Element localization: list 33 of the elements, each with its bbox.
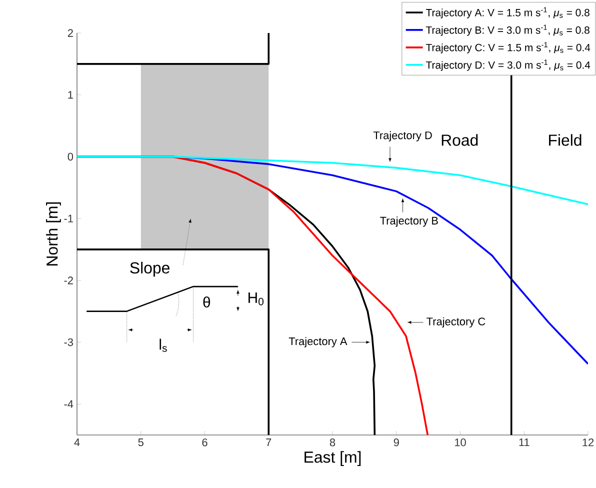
annotation: θ xyxy=(203,296,210,308)
y-tick-label: 2 xyxy=(68,29,73,37)
y-tick-label: -2 xyxy=(64,276,73,284)
x-tick-label: 11 xyxy=(519,438,530,446)
legend-label: Trajectory D: V = 3.0 m s$^{-1}$, μ$_{s}$ = 0.4 xyxy=(426,60,590,71)
annotation: Trajectory C xyxy=(426,317,486,328)
x-tick-label: 7 xyxy=(266,438,272,446)
line-series xyxy=(77,156,588,206)
annotation: Trajectory A xyxy=(288,337,348,348)
annotation: H$_{0}$ xyxy=(248,292,264,306)
y-axis-title: North [m] xyxy=(46,202,61,266)
annotation: Road xyxy=(442,134,478,146)
y-tick-label: 0 xyxy=(68,152,74,161)
x-tick-label: 8 xyxy=(330,438,336,446)
x-tick-label: 4 xyxy=(74,438,80,446)
annotation: Trajectory B xyxy=(380,216,438,227)
legend-label: Trajectory A: V = 1.5 m s$^{-1}$, μ$_{s}$ = 0.8 xyxy=(426,7,590,18)
legend-label: Trajectory C: V = 1.5 m s$^{-1}$, μ$_{s}$ = 0.4 xyxy=(426,42,590,54)
x-tick-label: 10 xyxy=(454,438,466,446)
x-tick-label: 9 xyxy=(394,438,399,446)
x-tick-label: 6 xyxy=(202,438,208,446)
annotation: l$_{s}$ xyxy=(160,338,167,352)
y-tick-label: 1 xyxy=(68,91,73,99)
annotation: Field xyxy=(549,134,582,146)
x-axis-title: East [m] xyxy=(304,451,361,466)
annotation: Trajectory D xyxy=(373,131,432,142)
y-tick-label: -3 xyxy=(64,338,73,346)
annotation: Slope xyxy=(130,262,170,277)
legend-label: Trajectory B: V = 3.0 m s$^{-1}$, μ$_{s}$ = 0.8 xyxy=(426,24,590,36)
y-tick-label: -4 xyxy=(64,400,74,408)
x-tick-label: 12 xyxy=(582,438,594,446)
x-tick-label: 5 xyxy=(138,438,144,446)
y-tick-label: -1 xyxy=(64,214,73,222)
